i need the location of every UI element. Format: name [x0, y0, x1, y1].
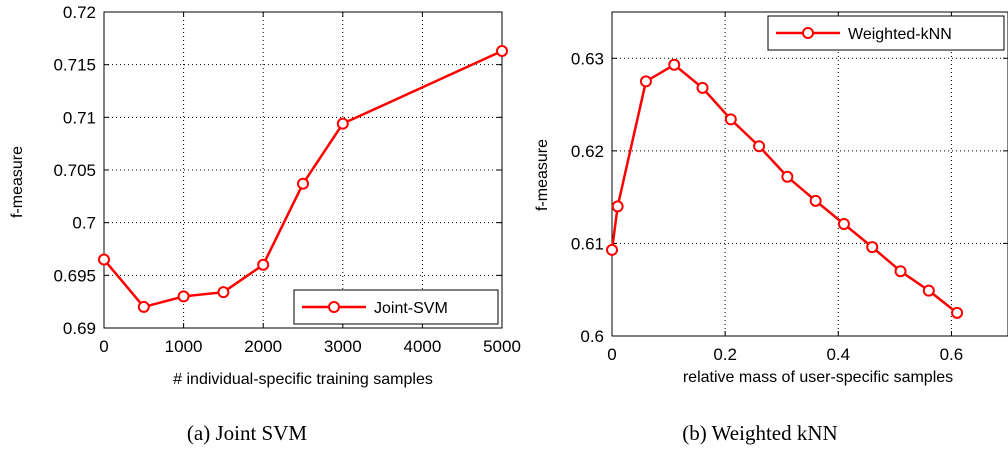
y-tick-label: 0.715 — [53, 56, 96, 75]
plot-frame — [103, 11, 503, 329]
y-tick-label: 0.61 — [571, 234, 604, 253]
data-point — [809, 194, 822, 207]
y-tick-label: 0.6 — [580, 327, 604, 346]
data-point — [336, 117, 349, 130]
data-point — [922, 284, 935, 297]
data-point — [753, 140, 766, 153]
x-tick-label: 0.2 — [713, 345, 737, 364]
y-axis-label: f-measure — [534, 139, 551, 211]
data-point — [668, 58, 681, 71]
x-axis-label: # individual-specific training samples — [173, 371, 433, 388]
y-tick-label: 0.72 — [63, 3, 96, 22]
data-point — [177, 290, 190, 303]
x-tick-label: 2000 — [244, 337, 282, 356]
data-point — [297, 177, 309, 190]
data-point — [951, 306, 964, 319]
chart-joint-svm: 0 1000 2000 3000 4000 5000 0.69 0.695 0.7 0.705 0.… — [9, 3, 521, 388]
data-point — [724, 113, 737, 126]
caption-joint-svm: (a) Joint SVM — [187, 421, 307, 445]
data-point — [257, 258, 270, 271]
y-tick-label: 0.69 — [63, 319, 96, 338]
data-point — [137, 300, 150, 313]
data-point — [606, 243, 618, 256]
y-tick-label: 0.695 — [53, 266, 96, 285]
data-point — [217, 286, 230, 299]
x-tick-label: 3000 — [324, 337, 362, 356]
x-tick-label: 4000 — [403, 337, 441, 356]
chart-weighted-knn: 0 0.2 0.4 0.6 0.6 0.61 0.62 0.63 relative mass o… — [534, 11, 1008, 386]
data-point — [639, 75, 652, 88]
legend: Joint-SVM — [293, 289, 499, 325]
y-tick-label: 0.62 — [571, 142, 604, 161]
x-tick-label: 0.4 — [826, 345, 850, 364]
legend-label: Weighted-kNN — [848, 26, 952, 43]
series-line — [610, 63, 958, 314]
legend-marker — [802, 27, 814, 39]
x-axis-label: relative mass of user-specific samples — [683, 369, 953, 386]
data-point — [894, 265, 907, 278]
y-tick-label: 0.71 — [63, 108, 96, 127]
y-tick-label: 0.63 — [571, 49, 604, 68]
x-tick-label: 0 — [607, 345, 616, 364]
data-point — [496, 44, 508, 57]
series-line — [103, 49, 503, 309]
data-point — [837, 217, 850, 230]
data-point — [98, 253, 110, 266]
plot-frame — [611, 11, 1008, 337]
x-tick-label: 0 — [99, 337, 108, 356]
x-tick-label: 5000 — [483, 337, 521, 356]
data-point — [781, 170, 794, 183]
y-axis-label: f-measure — [9, 146, 26, 218]
data-point — [611, 200, 624, 213]
y-tick-label: 0.705 — [53, 161, 96, 180]
x-tick-label: 0.6 — [940, 345, 964, 364]
legend: Weighted-kNN — [767, 15, 1005, 51]
y-tick-label: 0.7 — [72, 214, 96, 233]
caption-weighted-knn: (b) Weighted kNN — [682, 421, 837, 445]
legend-marker — [328, 301, 340, 313]
data-point — [696, 81, 709, 94]
data-point — [866, 241, 879, 254]
x-tick-label: 1000 — [165, 337, 203, 356]
legend-label: Joint-SVM — [374, 300, 448, 317]
